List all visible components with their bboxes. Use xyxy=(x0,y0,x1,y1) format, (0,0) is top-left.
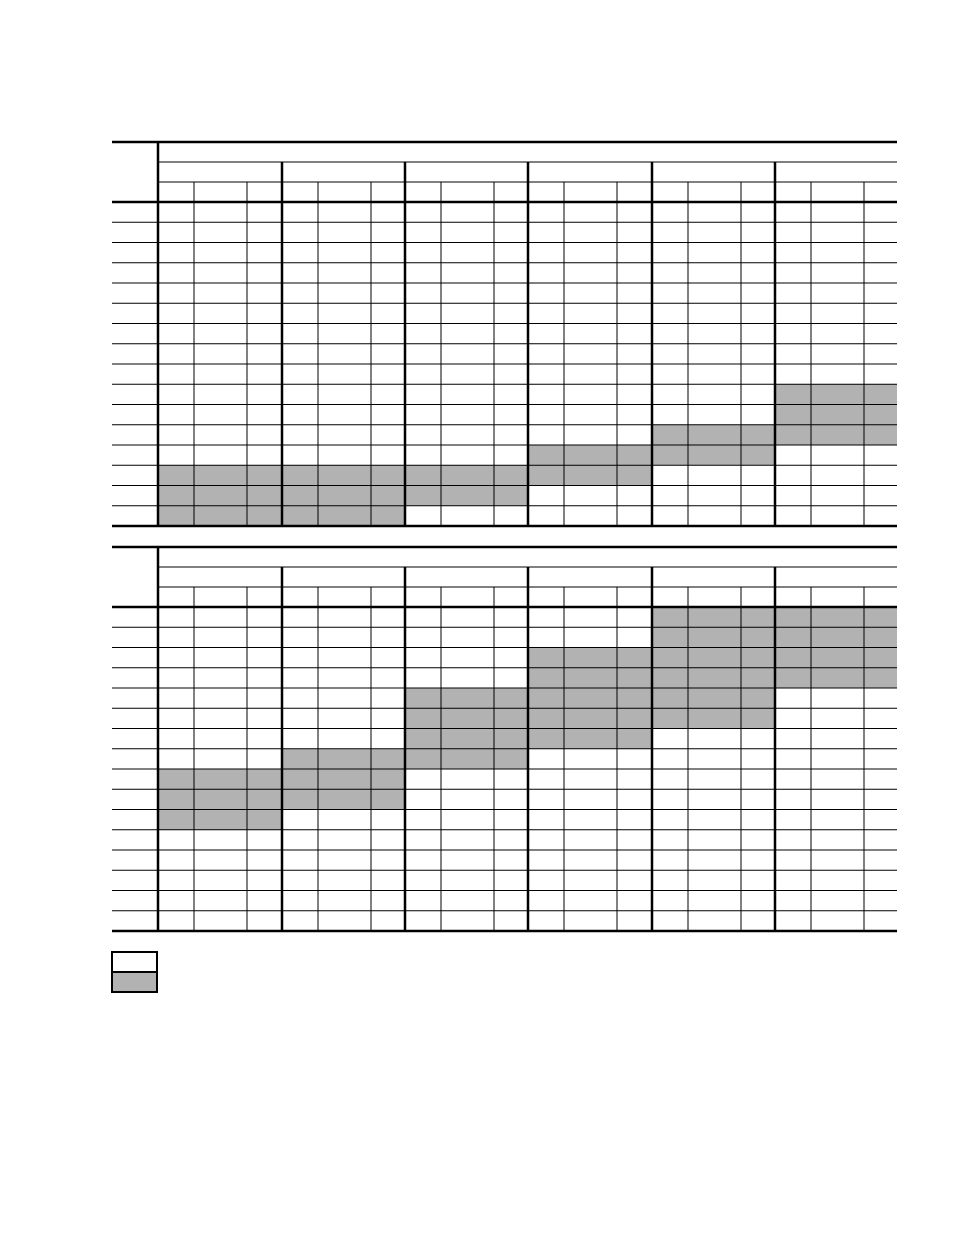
shaded-cell xyxy=(528,647,652,668)
shaded-cell xyxy=(652,424,775,445)
shaded-cell xyxy=(775,607,897,628)
shaded-cells xyxy=(158,607,897,830)
shaded-cell xyxy=(405,485,528,506)
shaded-cell xyxy=(528,667,652,688)
legend xyxy=(111,951,158,993)
shaded-cell xyxy=(158,789,282,810)
shaded-cell xyxy=(528,708,652,729)
legend-swatch-unshaded xyxy=(111,951,158,973)
legend-swatch-shaded xyxy=(111,971,158,993)
shaded-cell xyxy=(405,708,528,729)
shaded-cell xyxy=(775,647,897,668)
shaded-cell xyxy=(528,688,652,709)
shaded-cell xyxy=(652,627,775,648)
shaded-cell xyxy=(528,445,652,466)
shaded-cell xyxy=(282,485,405,506)
shaded-cell xyxy=(158,465,282,486)
shaded-cell xyxy=(652,445,775,466)
shaded-cell xyxy=(652,607,775,628)
shaded-cell xyxy=(282,505,405,526)
shaded-cells xyxy=(158,384,897,526)
shaded-cell xyxy=(405,465,528,486)
shaded-cell xyxy=(652,667,775,688)
shaded-cell xyxy=(282,789,405,810)
shaded-cell xyxy=(158,505,282,526)
shaded-cell xyxy=(282,465,405,486)
shaded-cell xyxy=(775,384,897,405)
shaded-cell xyxy=(158,809,282,830)
shaded-cell xyxy=(652,647,775,668)
shaded-cell xyxy=(775,424,897,445)
shaded-cell xyxy=(775,667,897,688)
shaded-cell xyxy=(775,404,897,425)
shaded-cell xyxy=(158,769,282,790)
shaded-cell xyxy=(405,688,528,709)
shaded-cell xyxy=(405,748,528,769)
upper-table xyxy=(112,140,897,528)
shaded-cell xyxy=(282,748,405,769)
tables-layer xyxy=(112,140,897,933)
shaded-cell xyxy=(652,708,775,729)
shaded-cell xyxy=(528,465,652,486)
shaded-cell xyxy=(158,485,282,506)
lower-table xyxy=(112,545,897,933)
shaded-cell xyxy=(652,688,775,709)
shaded-cell xyxy=(405,728,528,749)
shaded-cell xyxy=(282,769,405,790)
shaded-cell xyxy=(528,728,652,749)
shaded-cell xyxy=(775,627,897,648)
